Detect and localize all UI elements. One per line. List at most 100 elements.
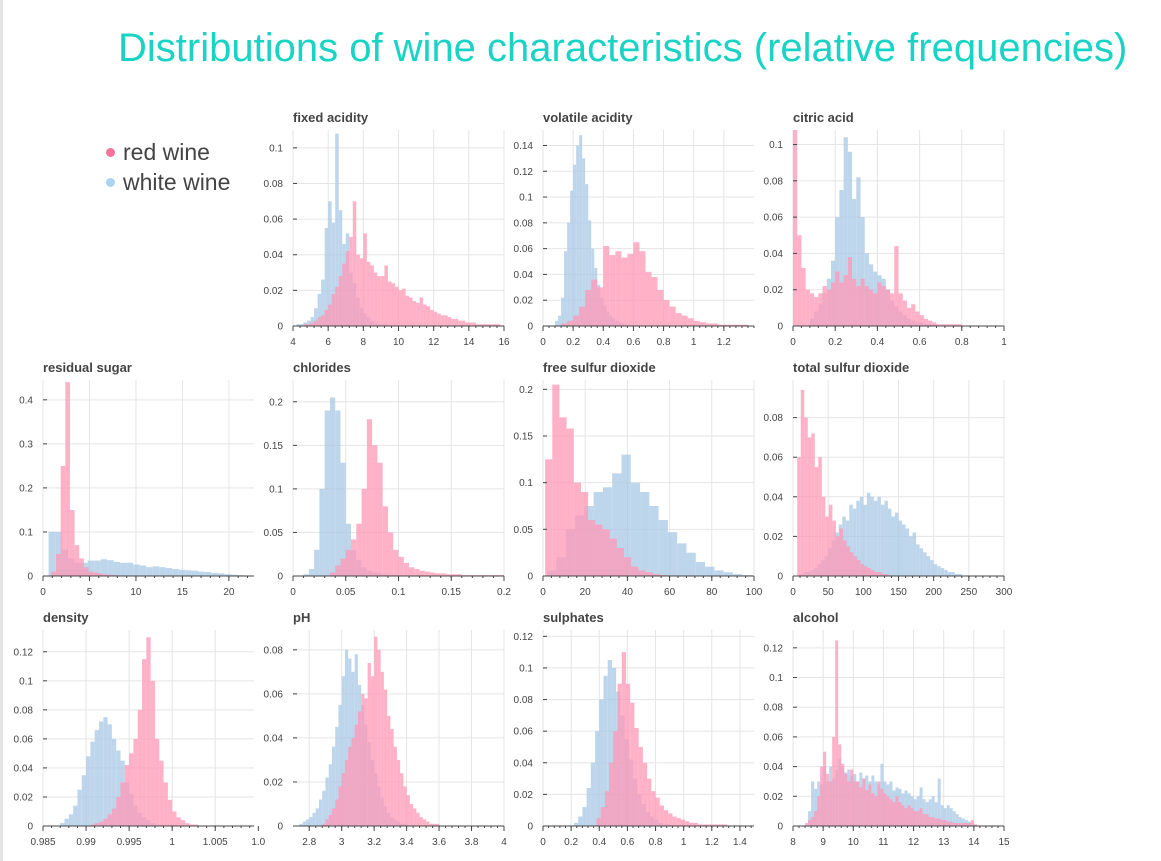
y-tick-label: 0.04 (764, 762, 784, 773)
bar-red-wine (669, 306, 676, 326)
bar-red-wine (475, 324, 480, 326)
bar-red-wine (889, 799, 893, 826)
bar-red-wine (830, 282, 836, 326)
bar-red-wine (604, 791, 610, 826)
bar-white-wine (348, 658, 352, 826)
y-tick-label: 0 (527, 822, 533, 833)
bar-white-wine (934, 802, 938, 826)
x-tick-label: 12 (908, 837, 920, 848)
bar-red-wine (811, 817, 815, 826)
bar-white-wine (919, 548, 924, 576)
bar-red-wine (398, 290, 403, 326)
bar-red-wine (907, 805, 911, 826)
y-tick-label: 0.14 (514, 141, 534, 152)
bar-white-wine (843, 137, 848, 326)
y-tick-label: 0.02 (264, 777, 284, 788)
x-tick-label: 0.05 (336, 587, 356, 598)
bar-red-wine (735, 324, 742, 326)
y-tick-label: 0.06 (514, 244, 534, 255)
bar-red-wine (946, 821, 950, 826)
x-tick-label: 0.8 (955, 337, 969, 348)
bar-white-wine (686, 552, 696, 576)
bar-red-wine (344, 759, 349, 826)
bar-red-wine (934, 818, 938, 826)
bar-white-wine (922, 799, 926, 826)
x-tick-label: 3.2 (367, 837, 381, 848)
panel-title-free-sulfur-dioxide: free sulfur dioxide (543, 360, 656, 375)
bar-red-wine (853, 556, 858, 576)
legend-item-red-wine[interactable]: red wine (106, 137, 230, 167)
bar-red-wine (681, 315, 688, 326)
bar-red-wine (617, 683, 622, 826)
bar-red-wine (676, 818, 681, 826)
bar-red-wine (864, 286, 869, 326)
bar-red-wine (916, 811, 920, 826)
bar-white-wine (126, 562, 134, 576)
bar-red-wine (402, 288, 406, 326)
bar-red-wine (342, 263, 346, 326)
bar-white-wine (607, 660, 612, 826)
y-tick-label: 0.04 (14, 763, 34, 774)
bar-red-wine (853, 781, 857, 826)
bar-white-wine (811, 781, 815, 826)
bar-red-wine (818, 457, 822, 576)
bar-red-wine (913, 811, 917, 826)
bar-white-wine (612, 473, 622, 576)
bar-white-wine (335, 726, 339, 826)
bar-white-wine (578, 816, 583, 826)
bar-red-wine (856, 781, 860, 826)
legend-item-white-wine[interactable]: white wine (106, 167, 230, 197)
bar-red-wine (432, 823, 436, 826)
bar-white-wine (649, 506, 659, 576)
bar-red-wine (645, 572, 653, 576)
bar-red-wine (634, 728, 639, 826)
bar-white-wine (191, 570, 199, 576)
bar-red-wine (835, 271, 840, 326)
bar-white-wine (586, 788, 591, 826)
y-tick-label: 0 (27, 572, 33, 583)
bar-red-wine (823, 751, 827, 826)
panel-title-chlorides: chlorides (293, 360, 351, 375)
bar-white-wine (211, 572, 218, 576)
bar-red-wine (345, 251, 350, 326)
bar-red-wine (817, 796, 821, 826)
bars-sulphates (573, 652, 728, 826)
bar-red-wine (741, 324, 748, 326)
bar-white-wine (567, 222, 571, 326)
bar-red-wine (176, 817, 181, 826)
bar-white-wine (107, 724, 112, 826)
bar-red-wine (953, 324, 958, 326)
y-tick-label: 0.06 (264, 689, 284, 700)
bar-white-wine (573, 164, 577, 326)
bar-red-wine (394, 286, 399, 326)
bar-white-wine (94, 730, 99, 826)
bar-white-wine (582, 158, 586, 326)
bar-red-wine (689, 822, 694, 826)
bar-red-wine (335, 565, 341, 576)
bar-red-wine (461, 320, 466, 326)
bar-white-wine (329, 397, 336, 576)
bars-alcohol (805, 640, 977, 826)
bar-red-wine (949, 324, 954, 326)
legend-label-white-wine: white wine (123, 168, 231, 195)
bar-red-wine (561, 323, 568, 326)
bar-white-wine (315, 808, 319, 826)
bar-white-wine (866, 492, 871, 576)
bar-white-wine (561, 297, 565, 326)
y-tick-label: 0.05 (264, 528, 284, 539)
bar-red-wine (393, 549, 399, 576)
bar-red-wine (860, 564, 865, 576)
bar-white-wine (300, 324, 304, 326)
y-tick-label: 0.06 (514, 727, 534, 738)
bar-white-wine (185, 570, 192, 576)
bar-white-wine (902, 524, 906, 576)
bar-white-wine (325, 777, 329, 826)
bar-red-wine (595, 524, 603, 576)
x-tick-label: 14 (463, 337, 475, 348)
bar-red-wine (559, 417, 567, 576)
bar-white-wine (603, 675, 608, 826)
y-tick-label: 0.02 (514, 296, 534, 307)
bar-red-wine (955, 823, 959, 826)
bar-red-wine (486, 324, 490, 326)
